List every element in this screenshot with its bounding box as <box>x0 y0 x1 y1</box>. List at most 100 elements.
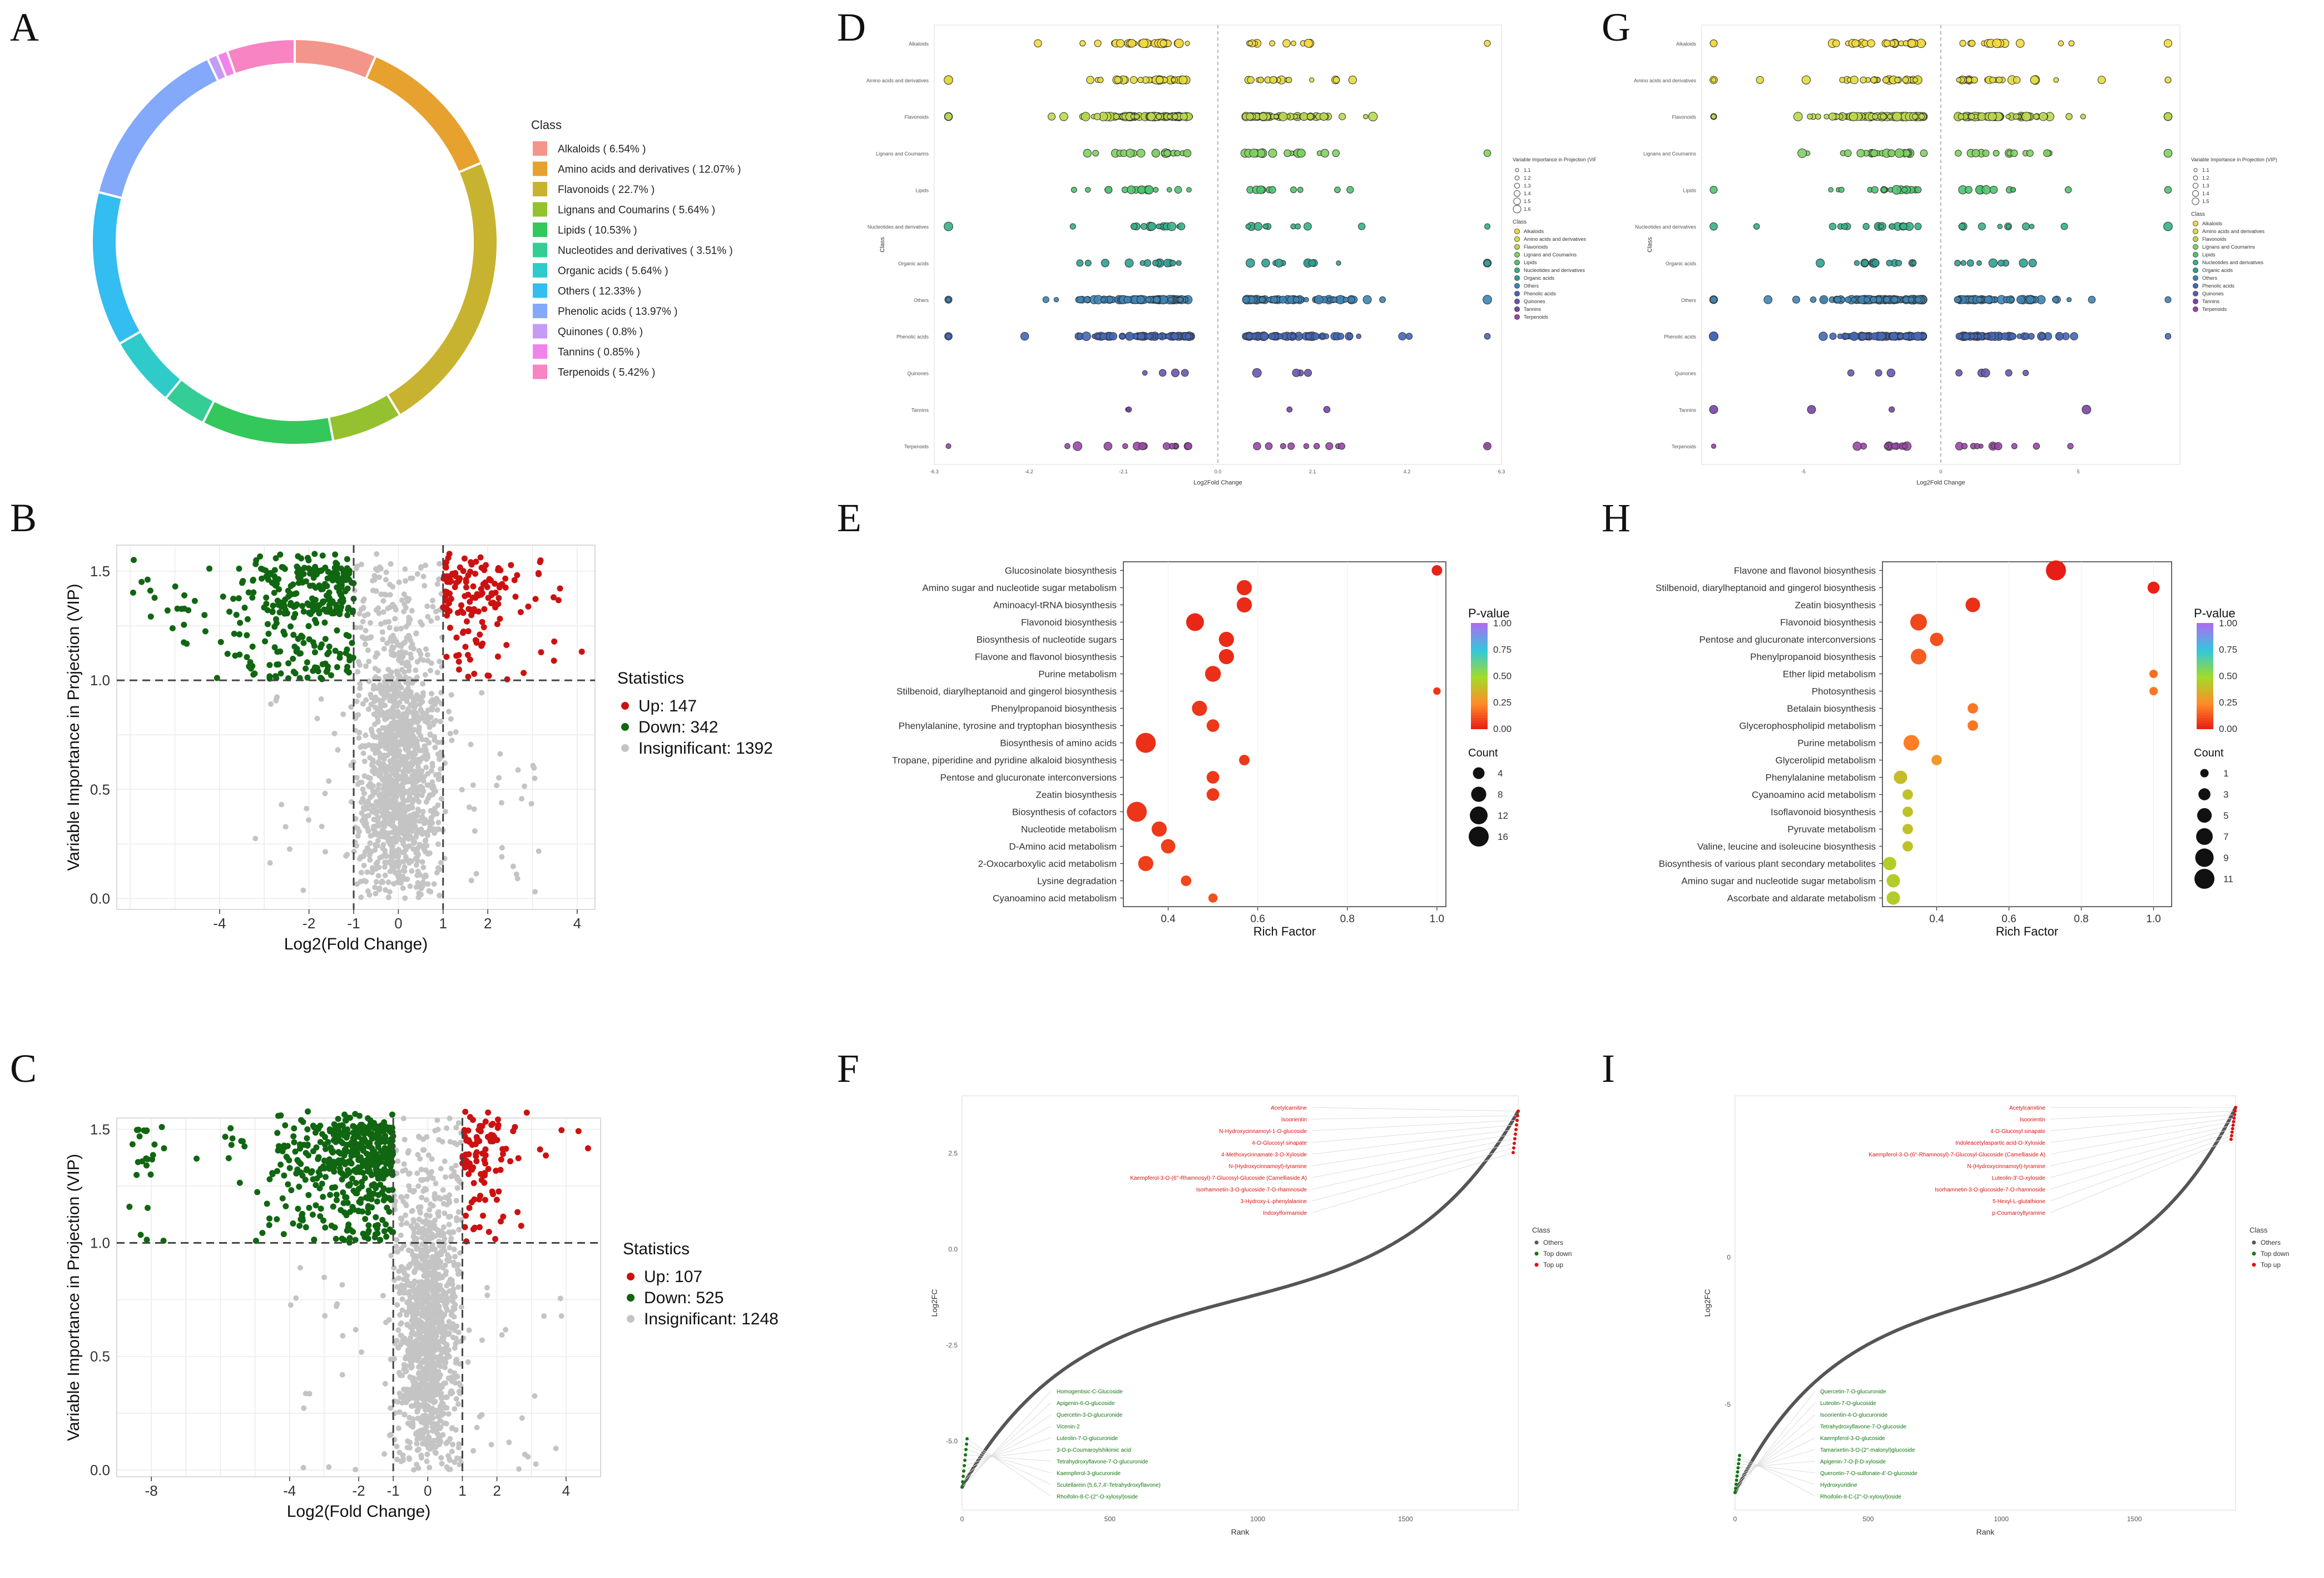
point-down <box>293 648 300 655</box>
donut-slice <box>91 190 142 345</box>
point-insignificant <box>438 766 444 772</box>
point-insignificant <box>452 1373 458 1379</box>
point-down <box>346 1183 353 1189</box>
point-insignificant <box>360 750 366 756</box>
point-up <box>463 1213 469 1219</box>
point-down <box>338 1207 344 1214</box>
point-insignificant <box>360 605 366 611</box>
point-down <box>359 1179 365 1185</box>
point-insignificant <box>363 733 369 739</box>
point-insignificant <box>453 1427 459 1433</box>
class-point <box>1902 76 1909 83</box>
size-legend-label: 1.2 <box>1524 175 1531 181</box>
point-down <box>278 1161 284 1168</box>
point-up <box>482 1118 489 1125</box>
class-point <box>1180 112 1188 121</box>
point-insignificant <box>335 747 341 753</box>
point-insignificant <box>423 837 429 843</box>
point-down <box>263 594 270 601</box>
point-insignificant <box>395 853 402 859</box>
point-insignificant <box>421 1417 427 1423</box>
class-point <box>1484 223 1490 230</box>
point-insignificant <box>385 835 392 841</box>
legend-swatch <box>533 182 547 196</box>
point-insignificant <box>472 828 478 834</box>
point-insignificant <box>433 1180 439 1186</box>
point-down <box>335 610 342 617</box>
point-insignificant <box>355 669 361 675</box>
point-up <box>485 1109 492 1116</box>
point-insignificant <box>429 763 435 769</box>
point-up <box>470 1226 477 1233</box>
point-insignificant <box>435 802 441 808</box>
class-point <box>1104 186 1113 194</box>
point-down <box>329 610 335 617</box>
legend-label: Organic acids ( 5.64% ) <box>558 265 668 277</box>
point-insignificant <box>368 726 374 733</box>
point-up <box>462 1224 468 1230</box>
class-point <box>1870 76 1877 83</box>
point-insignificant <box>452 1406 458 1412</box>
point-insignificant <box>429 597 435 604</box>
point-insignificant <box>428 792 434 798</box>
point-insignificant <box>506 1440 512 1446</box>
point-down <box>329 577 336 583</box>
class-point <box>1127 39 1136 48</box>
class-point <box>1137 77 1144 83</box>
y-tick-label: 0.0 <box>90 890 110 907</box>
point-up <box>499 1146 506 1152</box>
class-point <box>1174 150 1181 156</box>
point-insignificant <box>434 1431 440 1437</box>
class-point <box>1709 39 1718 47</box>
point-down <box>333 1235 339 1242</box>
point-insignificant <box>428 667 434 674</box>
point-insignificant <box>363 627 369 634</box>
point-down <box>347 1209 354 1215</box>
point-insignificant <box>419 815 425 821</box>
point-insignificant <box>410 696 416 702</box>
point-insignificant <box>421 1273 427 1279</box>
legend-label: Lipids ( 10.53% ) <box>558 225 637 236</box>
point-insignificant <box>373 654 379 660</box>
point-up <box>462 644 469 650</box>
point-insignificant <box>422 1325 428 1332</box>
point-insignificant <box>434 1308 440 1314</box>
point-down <box>300 1141 307 1148</box>
point-down <box>340 1189 346 1196</box>
point-down <box>290 669 297 675</box>
point-down <box>138 578 145 585</box>
point-down <box>375 1144 381 1150</box>
point-up <box>543 1152 549 1159</box>
point-insignificant <box>429 1315 435 1322</box>
class-point <box>1992 38 2002 48</box>
point-insignificant <box>457 1461 463 1467</box>
legend-label: Others ( 12.33% ) <box>558 286 641 298</box>
point-insignificant <box>447 1245 453 1251</box>
class-point <box>1094 39 1102 47</box>
point-insignificant <box>402 864 408 870</box>
point-insignificant <box>288 1302 294 1308</box>
point-insignificant <box>427 1226 433 1233</box>
category-label: Lipids <box>915 187 929 193</box>
point-insignificant <box>375 832 381 838</box>
point-insignificant <box>443 1174 449 1180</box>
point-down <box>319 586 326 592</box>
point-insignificant <box>414 571 420 577</box>
point-insignificant <box>474 1424 480 1431</box>
class-legend-marker <box>1514 306 1520 312</box>
point-down <box>181 605 187 612</box>
point-insignificant <box>532 775 538 781</box>
point-insignificant <box>379 629 385 635</box>
point-down <box>387 1142 394 1149</box>
class-point <box>1347 296 1355 304</box>
point-insignificant <box>397 807 403 813</box>
point-insignificant <box>435 776 442 783</box>
point-up <box>481 1180 488 1186</box>
point-down <box>144 1205 151 1211</box>
class-point <box>1484 333 1491 340</box>
point-down <box>386 1208 393 1215</box>
point-insignificant <box>366 659 372 665</box>
class-point <box>1099 332 1107 340</box>
point-insignificant <box>424 1451 430 1457</box>
